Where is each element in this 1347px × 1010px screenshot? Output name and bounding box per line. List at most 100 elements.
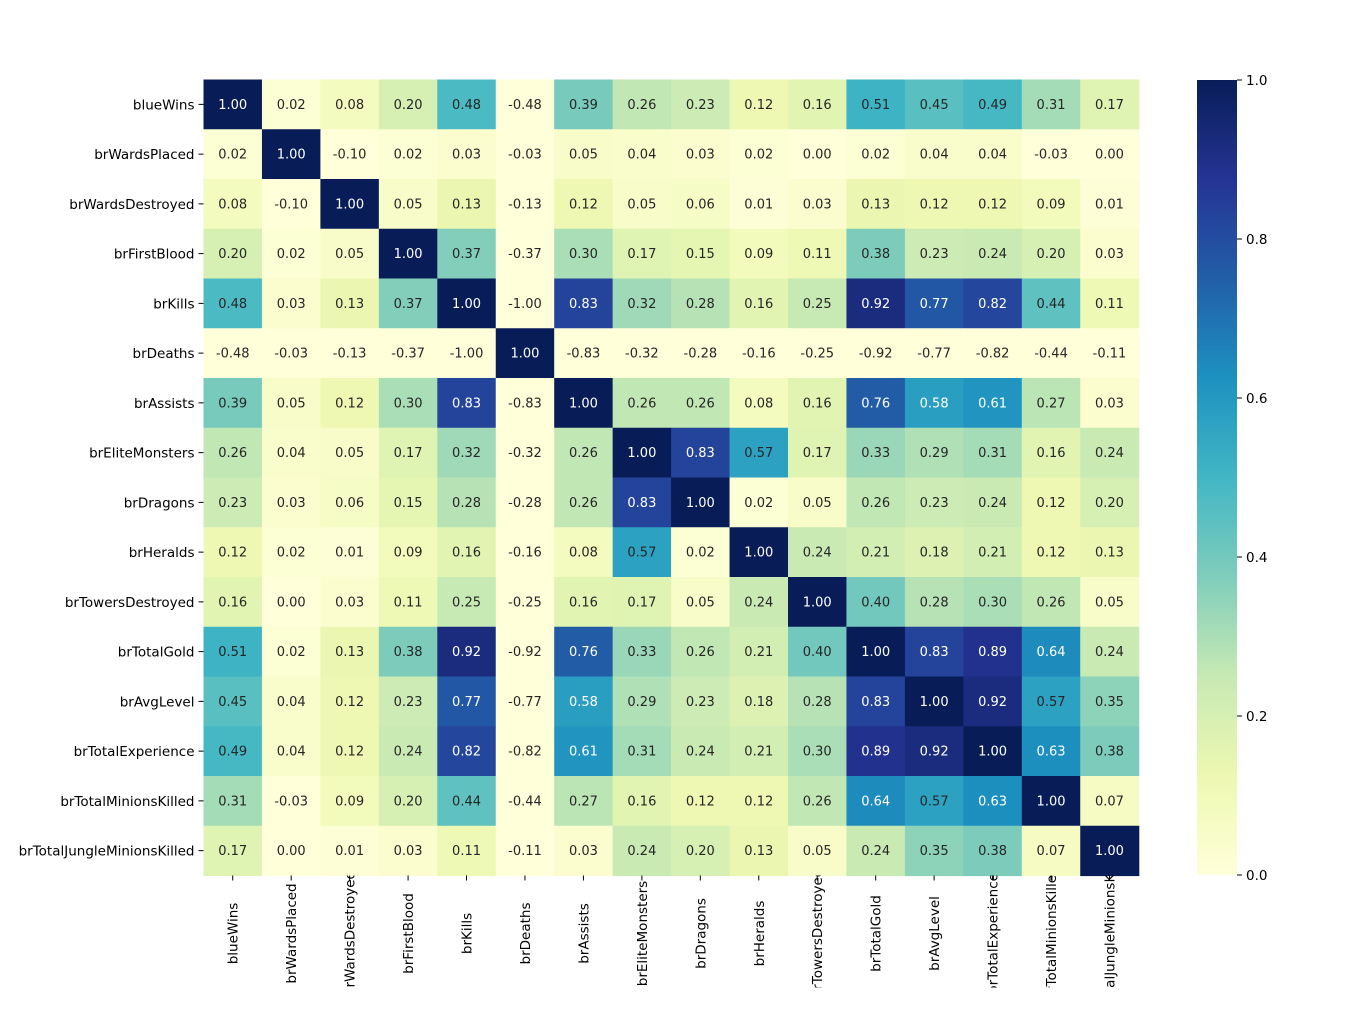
cell-value-label: 0.09	[394, 546, 423, 561]
cell-value-label: 0.17	[218, 844, 247, 859]
heatmap-cell	[378, 328, 438, 379]
cell-value-label: -0.83	[567, 347, 601, 362]
heatmap-cell	[904, 676, 964, 727]
heatmap-cell	[1080, 626, 1140, 678]
cell-value-label: 0.20	[394, 98, 423, 113]
cell-value-label: 0.77	[452, 695, 481, 710]
heatmap-cell	[671, 228, 731, 280]
y-tick-label: brWardsPlaced	[94, 147, 194, 163]
heatmap-cell	[378, 79, 438, 130]
heatmap-cell	[729, 179, 789, 230]
cell-value-label: 0.18	[920, 546, 949, 561]
heatmap-cell	[495, 278, 555, 329]
cell-value-label: 0.02	[277, 98, 306, 113]
cell-value-label: 0.23	[686, 98, 715, 113]
x-tick-label: brHeralds	[752, 901, 768, 967]
heatmap-cell	[320, 676, 380, 727]
heatmap-cell	[378, 577, 438, 628]
cell-value-label: 0.00	[803, 148, 832, 163]
x-tick-label: brTotalMinionsKilled	[1044, 866, 1060, 1000]
cell-value-label: 0.13	[335, 645, 364, 660]
cell-value-label: -0.83	[508, 396, 542, 411]
cell-value-label: 0.04	[277, 745, 306, 760]
heatmap-cell	[612, 676, 672, 727]
heatmap-cell	[261, 676, 321, 727]
heatmap-cell	[963, 328, 1023, 379]
cell-value-label: -0.13	[333, 347, 367, 362]
heatmap-cell	[261, 825, 321, 877]
heatmap-cell	[846, 129, 906, 180]
heatmap-cell	[1021, 129, 1081, 180]
y-tick-label: brTowersDestroyed	[65, 595, 195, 611]
heatmap-cell	[963, 776, 1023, 827]
cell-value-label: 0.13	[335, 297, 364, 312]
cell-value-label: -0.48	[216, 347, 250, 362]
cell-value-label: 0.17	[627, 595, 656, 610]
cell-value-label: 0.83	[569, 297, 598, 312]
heatmap-cell	[671, 278, 731, 329]
colorbar: 0.0 0.2 0.4 0.6 0.8 1.0	[1197, 73, 1267, 884]
heatmap-cell	[320, 427, 380, 479]
heatmap-cell	[846, 79, 906, 130]
heatmap-cell	[1021, 179, 1081, 230]
cell-value-label: 0.89	[861, 745, 890, 760]
cell-value-label: 0.02	[277, 645, 306, 660]
cell-value-label: -0.82	[976, 347, 1010, 362]
heatmap-cell	[729, 328, 789, 379]
heatmap-cell	[437, 179, 497, 230]
cell-value-label: -0.16	[742, 347, 776, 362]
heatmap-cell	[203, 527, 263, 578]
colorbar-tick-label: 0.6	[1246, 391, 1267, 407]
cell-value-label: 0.08	[744, 396, 773, 411]
heatmap-cell	[554, 378, 614, 429]
heatmap-cell	[1080, 676, 1140, 727]
cell-value-label: 0.26	[861, 496, 890, 511]
heatmap-cell	[378, 228, 438, 280]
heatmap-cell	[612, 129, 672, 180]
heatmap-cell	[1021, 79, 1081, 130]
cell-value-label: -0.11	[508, 844, 542, 859]
cell-value-label: -0.28	[684, 347, 718, 362]
heatmap-cell	[261, 527, 321, 578]
heatmap-cell	[963, 477, 1023, 528]
cell-value-label: 0.26	[627, 98, 656, 113]
heatmap-cell	[261, 179, 321, 230]
cell-value-label: 0.12	[569, 197, 598, 212]
cell-value-label: 0.03	[335, 595, 364, 610]
cell-value-label: 0.17	[803, 446, 832, 461]
cell-value-label: 0.25	[803, 297, 832, 312]
cell-value-label: -0.25	[508, 595, 542, 610]
cell-value-label: 0.05	[335, 446, 364, 461]
cell-value-label: 0.17	[394, 446, 423, 461]
heatmap-cell	[729, 278, 789, 329]
heatmap-cell	[203, 228, 263, 280]
cell-value-label: 0.76	[569, 645, 598, 660]
cell-value-label: 0.04	[920, 148, 949, 163]
cell-value-label: -0.37	[508, 247, 542, 262]
heatmap-cell	[963, 228, 1023, 280]
heatmap-cell	[437, 477, 497, 528]
cell-value-label: 0.03	[569, 844, 598, 859]
heatmap-cell	[1021, 328, 1081, 379]
cell-value-label: 0.28	[803, 695, 832, 710]
heatmap-cell	[671, 79, 731, 130]
heatmap-cell	[788, 676, 848, 727]
cell-value-label: -0.37	[391, 347, 425, 362]
cell-value-label: 0.23	[686, 695, 715, 710]
heatmap-cell	[904, 726, 964, 777]
cell-value-label: 0.03	[1095, 247, 1124, 262]
cell-value-label: 0.64	[1037, 645, 1066, 660]
cell-value-label: 0.03	[277, 297, 306, 312]
heatmap-cell	[261, 129, 321, 180]
cell-value-label: -0.11	[1093, 347, 1127, 362]
heatmap-cell	[846, 776, 906, 827]
cell-value-label: 0.16	[218, 595, 247, 610]
cell-value-label: 0.83	[452, 396, 481, 411]
cell-value-label: 0.01	[1095, 197, 1124, 212]
heatmap-cell	[904, 328, 964, 379]
cell-value-label: -0.10	[333, 148, 367, 163]
heatmap-cell	[904, 776, 964, 827]
heatmap-cell	[320, 626, 380, 678]
heatmap-cell-labels: 1.00 0.02 0.08 0.20 0.48 -0.48 0.39 0.26 0.23 0.1…	[216, 98, 1126, 859]
heatmap-cell	[846, 577, 906, 628]
